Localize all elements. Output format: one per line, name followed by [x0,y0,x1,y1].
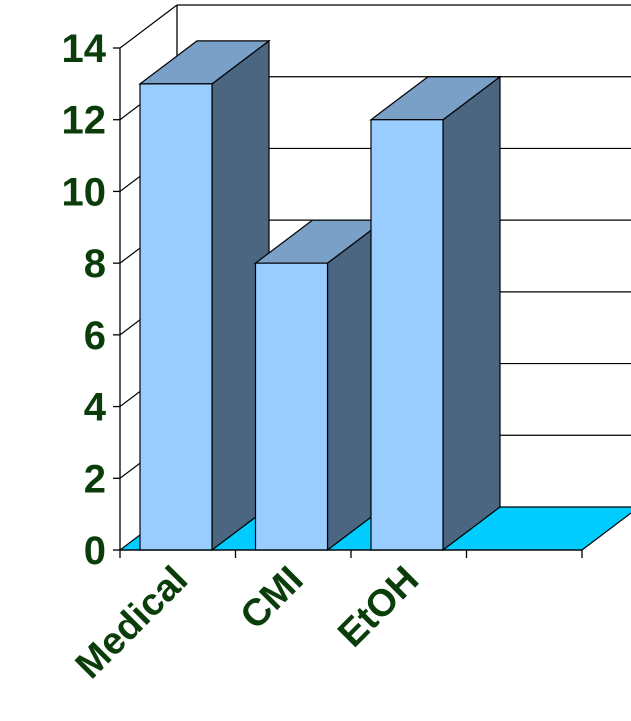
axes [113,47,583,558]
y-tick-label-0: 0 [84,529,106,573]
bars [138,39,502,552]
bar-medical [138,39,271,552]
bar-front [370,119,444,551]
y-tick-label-12: 12 [62,99,107,143]
y-tick-label-14: 14 [62,27,107,71]
bar-cmi [253,218,387,552]
bar-side [442,75,501,552]
gridline-side-14 [119,4,178,49]
bar-front [254,262,329,551]
y-tick-label-8: 8 [84,242,106,286]
y-tick-label-6: 6 [84,314,106,358]
y-tick-label-2: 2 [84,457,106,501]
x-tick-label-medical: Medical [68,559,196,687]
x-tick-label-cmi: CMI [233,559,312,638]
bar-etoh [369,75,502,552]
y-tick-label-4: 4 [84,386,107,430]
bar-front [139,83,213,551]
x-tick-label-etoh: EtOH [330,559,427,656]
y-tick-label-10: 10 [62,170,107,214]
